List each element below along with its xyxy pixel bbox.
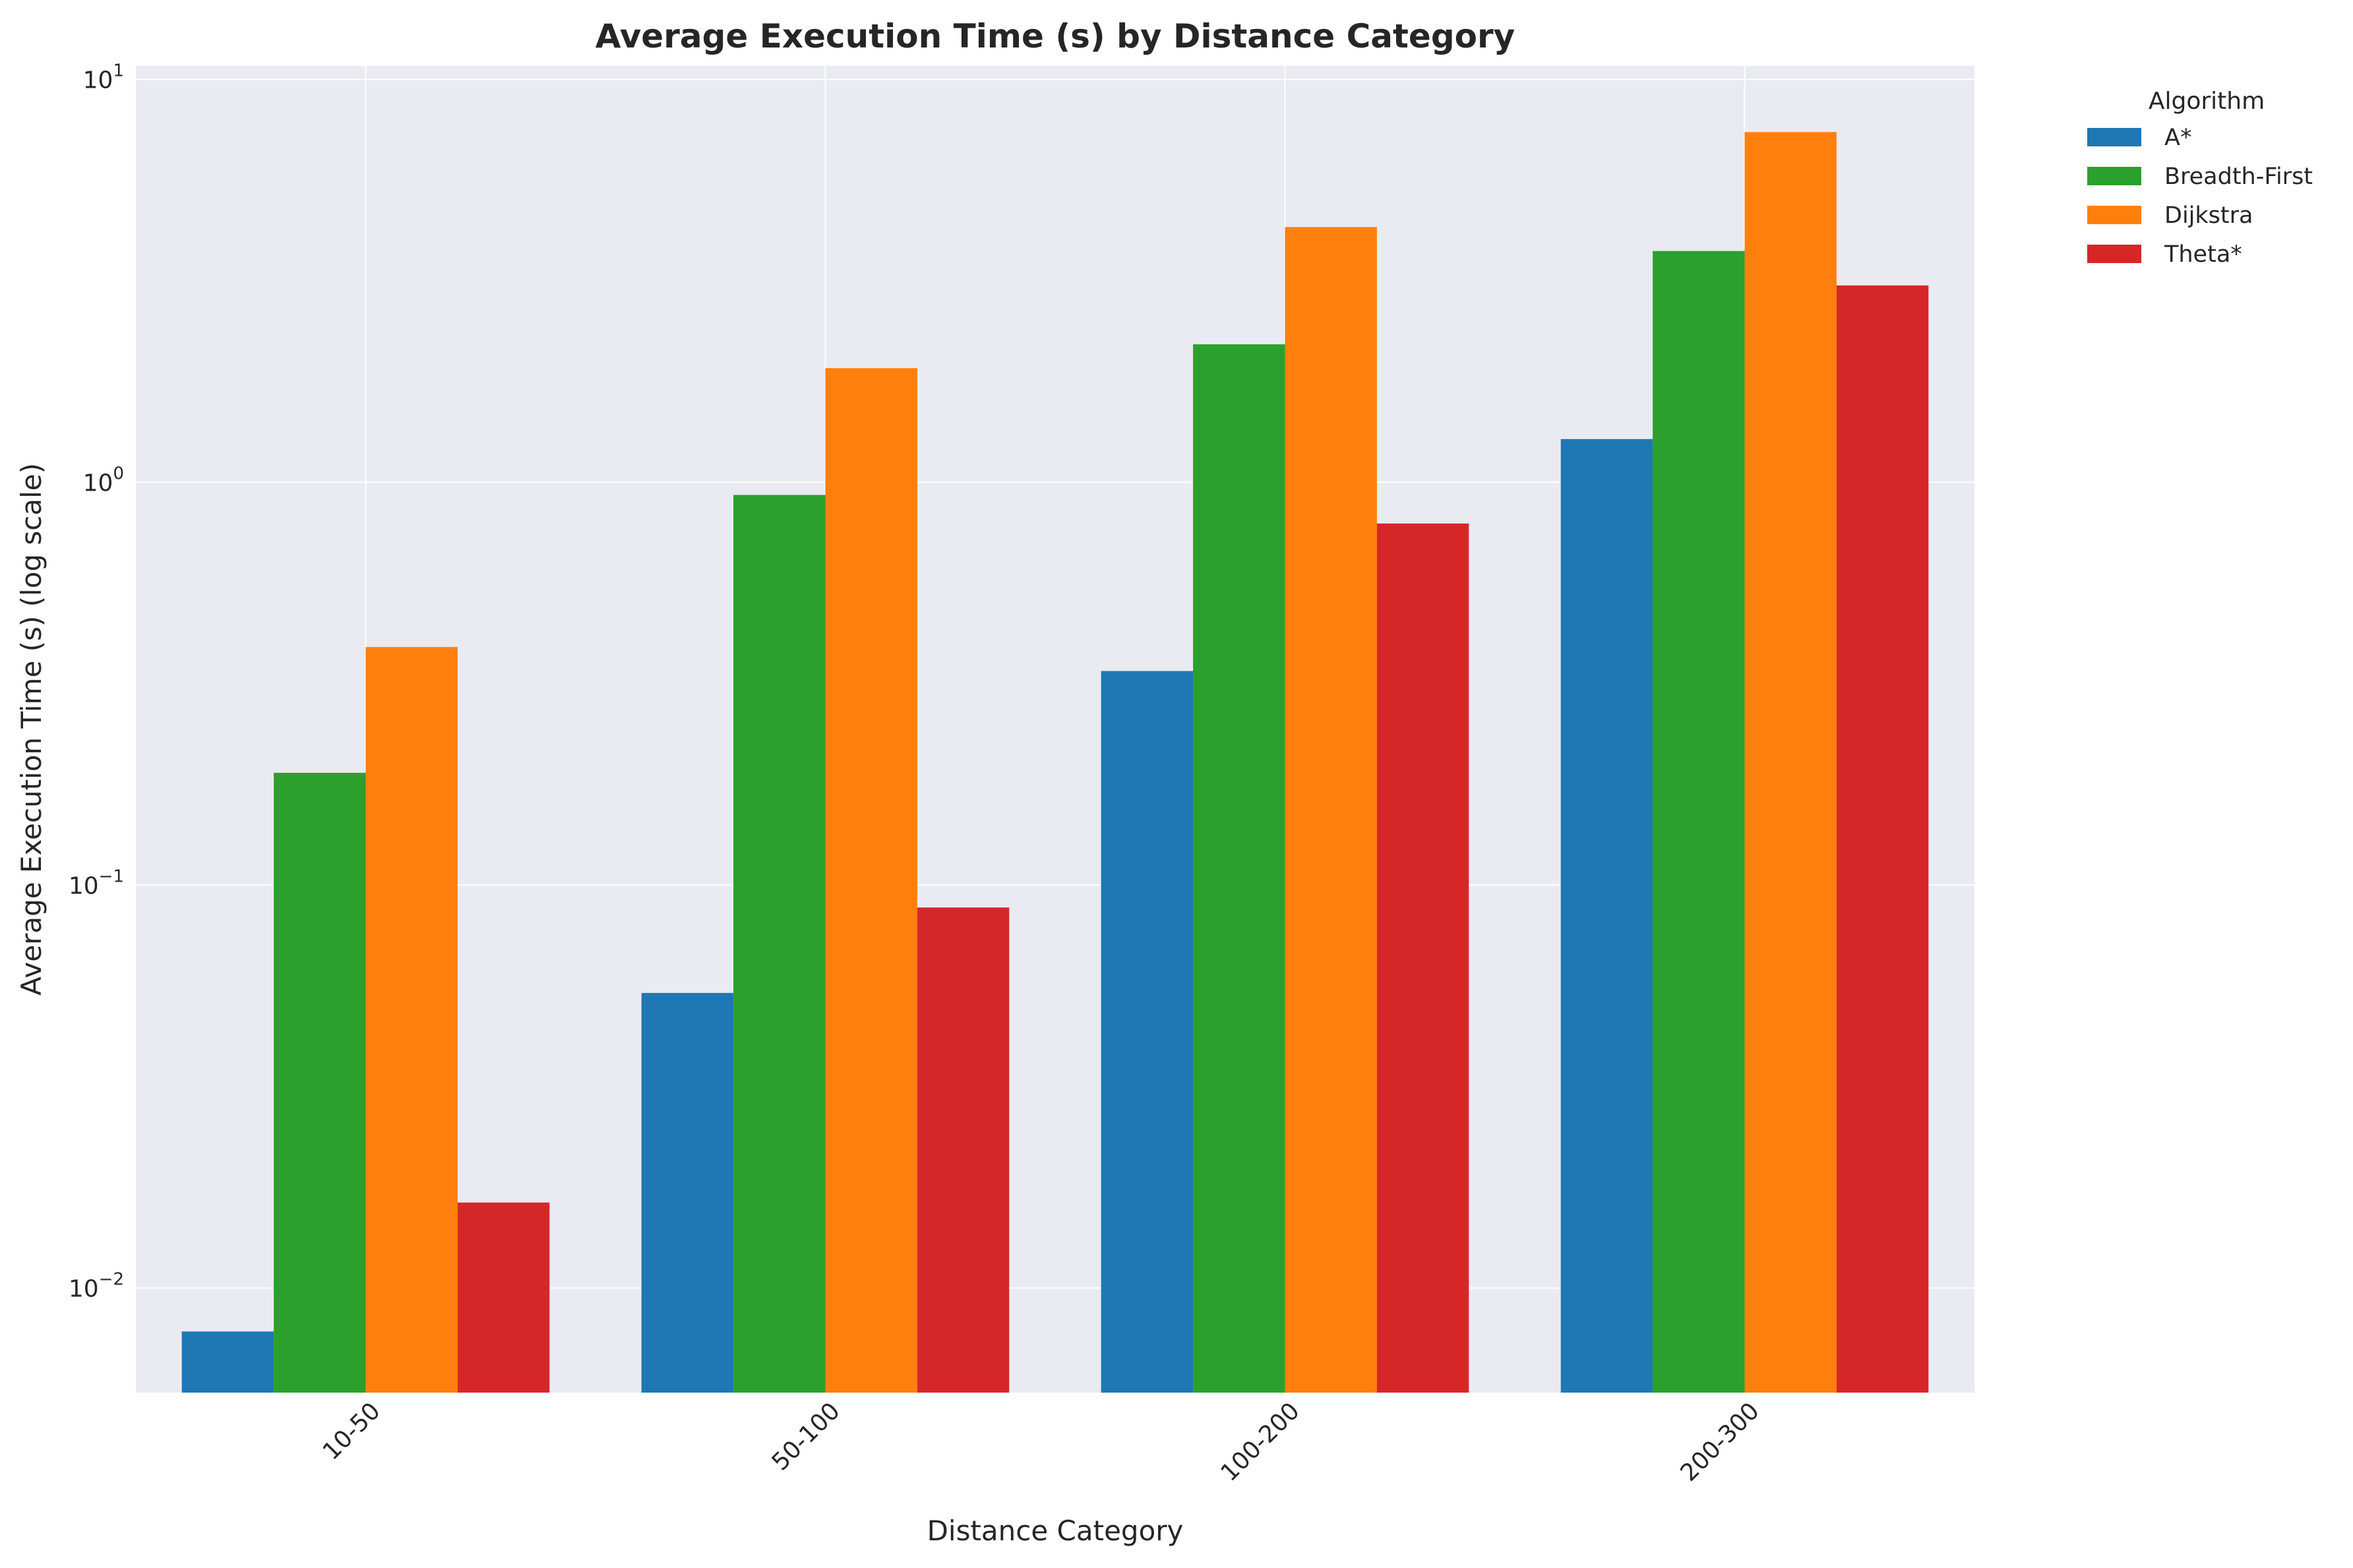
y-axis-ticks: 10−2 10−1 100 101 (69, 61, 124, 1302)
legend-title: Algorithm (2149, 88, 2265, 115)
legend-swatch (2087, 167, 2141, 185)
bar (274, 773, 366, 1393)
bar (457, 1202, 550, 1393)
bar (1285, 227, 1377, 1393)
bar (641, 992, 734, 1393)
legend-label: Theta* (2164, 241, 2242, 268)
x-tick-label: 50-100 (767, 1397, 845, 1476)
legend-label: Dijkstra (2164, 202, 2253, 229)
bar (1101, 671, 1194, 1393)
bar (1560, 438, 1653, 1393)
legend-swatch (2087, 206, 2141, 224)
y-axis-label: Average Execution Time (s) (log scale) (15, 463, 47, 996)
bar (1836, 285, 1929, 1393)
bar (917, 907, 1010, 1393)
y-tick-label: 10−1 (69, 866, 124, 899)
x-tick-label: 10-50 (318, 1397, 386, 1465)
x-axis-ticks: 10-50 50-100 100-200 200-300 (318, 1397, 1765, 1486)
bar (1376, 523, 1469, 1393)
bar (181, 1331, 274, 1393)
bar (365, 647, 458, 1393)
legend: Algorithm A* Breadth-First Dijkstra Theta* (2087, 88, 2313, 268)
legend-items: A* Breadth-First Dijkstra Theta* (2087, 125, 2313, 268)
y-tick-label: 100 (83, 464, 124, 497)
x-tick-label: 200-300 (1676, 1397, 1765, 1486)
bar (733, 495, 826, 1393)
bars (181, 132, 1929, 1393)
bar (1744, 132, 1837, 1393)
bar (825, 368, 917, 1393)
bar (1193, 344, 1285, 1393)
bar (1653, 251, 1745, 1393)
legend-label: Breadth-First (2164, 164, 2313, 190)
y-tick-label: 10−2 (69, 1269, 124, 1302)
legend-swatch (2087, 128, 2141, 146)
x-tick-label: 100-200 (1216, 1397, 1305, 1486)
legend-label: A* (2164, 125, 2191, 151)
y-tick-label: 101 (83, 61, 124, 94)
x-axis-label: Distance Category (927, 1515, 1184, 1547)
legend-swatch (2087, 245, 2141, 263)
chart-title: Average Execution Time (s) by Distance C… (596, 17, 1515, 55)
